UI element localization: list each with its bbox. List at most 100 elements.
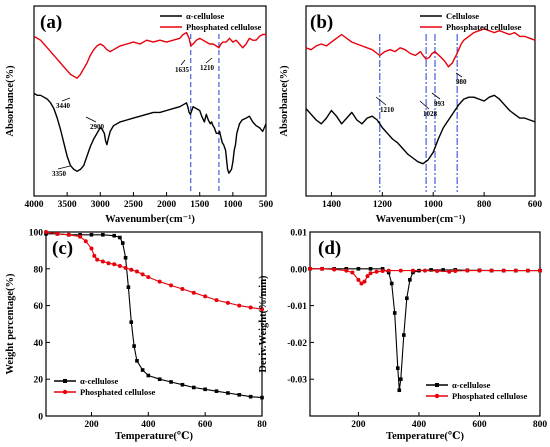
data-point <box>180 382 185 387</box>
data-point <box>117 264 122 269</box>
data-point <box>398 268 403 273</box>
y-tick-label: 0.00 <box>290 265 307 275</box>
x-tick-label: 800 <box>533 420 548 430</box>
x-tick-label: 200 <box>351 420 366 430</box>
data-point <box>320 266 325 271</box>
data-point <box>489 268 494 273</box>
data-point <box>92 253 97 258</box>
y-axis-label: Weight percentage(%) <box>5 273 16 374</box>
data-point <box>214 389 219 393</box>
data-point <box>169 283 174 288</box>
data-point <box>362 279 367 284</box>
data-point <box>453 269 458 274</box>
data-point <box>214 298 219 303</box>
legend-label: Phosphated cellulose <box>446 22 522 32</box>
data-point <box>203 294 208 299</box>
annotation-label: 2900 <box>90 123 105 131</box>
data-point <box>365 274 370 279</box>
series-line <box>33 31 266 79</box>
annotation-arrow <box>61 97 71 102</box>
data-point <box>477 268 482 273</box>
data-point <box>395 366 400 370</box>
x-tick-label: 4000 <box>25 200 44 210</box>
data-point <box>356 277 361 282</box>
legend-label: α-cellulose <box>186 11 224 21</box>
data-point <box>465 268 470 273</box>
data-point <box>441 268 445 272</box>
data-point <box>389 281 394 286</box>
data-point <box>101 232 105 237</box>
panel-label: (a) <box>40 12 62 33</box>
annotation-label: 1210 <box>200 64 215 72</box>
panel-label: (d) <box>318 238 341 259</box>
x-tick-label: 400 <box>141 420 156 430</box>
annotation-arrow <box>419 100 430 110</box>
legend-label: Phosphated cellulose <box>80 387 156 397</box>
annotation-label: 980 <box>456 78 467 86</box>
data-point <box>129 320 134 324</box>
data-point <box>132 344 136 348</box>
data-point <box>308 266 312 271</box>
y-tick-label: -0.03 <box>287 376 307 386</box>
data-point <box>146 373 151 378</box>
chart-panel-4: 200 400 600 800 0.01 0.00 -0.01 -0.02 -0.03 Tempe… <box>258 229 547 443</box>
data-point <box>169 380 173 384</box>
annotation-arrow <box>180 59 186 66</box>
x-tick-label: 2000 <box>157 200 176 210</box>
legend-label: α-cellulose <box>452 380 490 390</box>
y-axis-label: Deriv.Weight(%/min) <box>258 275 269 373</box>
data-point <box>260 307 264 312</box>
data-point <box>191 290 196 295</box>
x-tick-label: 600 <box>198 420 213 430</box>
data-point <box>126 285 131 289</box>
series-line <box>46 233 263 399</box>
plot-frame <box>309 231 541 417</box>
data-point <box>118 235 122 240</box>
annotation-label: 1635 <box>175 66 190 74</box>
legend-label: Phosphated cellulose <box>186 22 262 32</box>
legend-marker <box>434 393 440 399</box>
annotation-label: 3440 <box>56 102 71 110</box>
data-point <box>405 296 409 301</box>
data-point <box>501 268 506 273</box>
data-point <box>248 394 253 399</box>
data-point <box>203 387 207 392</box>
x-axis-label: Wavenumber(cm⁻¹) <box>105 214 195 225</box>
data-point <box>135 359 139 363</box>
data-point <box>180 287 185 292</box>
data-point <box>95 257 100 262</box>
data-point <box>332 267 337 272</box>
data-point <box>359 281 364 286</box>
annotation-label: 3350 <box>52 170 67 178</box>
x-tick-label: 1500 <box>190 200 209 210</box>
y-tick-label: 60 <box>34 302 44 312</box>
x-tick-label: 3500 <box>58 200 77 210</box>
data-point <box>513 268 518 273</box>
y-axis-label: Absorbance(%) <box>5 65 16 137</box>
data-point <box>112 262 117 267</box>
x-tick-label: 200 <box>84 420 99 430</box>
y-axis-label: Absorbance(%) <box>279 65 290 137</box>
y-tick-label: 40 <box>34 339 44 349</box>
y-tick-label: 80 <box>34 265 44 275</box>
data-point <box>237 303 242 308</box>
data-point <box>380 267 385 271</box>
data-point <box>78 234 83 239</box>
annotation-label: 1028 <box>423 110 438 118</box>
data-point <box>146 275 151 280</box>
annotation-label: 993 <box>434 100 445 108</box>
data-point <box>408 278 412 282</box>
x-axis-label: Wavenumber(cm⁻¹) <box>376 214 466 225</box>
data-point <box>226 391 230 395</box>
data-point <box>402 333 406 337</box>
chart-panel-2: 1400 1200 1000 800 600 Wavenumber(cm⁻¹) Absorb… <box>279 5 542 225</box>
data-point <box>106 261 111 266</box>
series-line <box>310 268 540 391</box>
x-axis-label: Temperature(℃) <box>115 431 193 442</box>
data-point <box>100 259 105 264</box>
data-point <box>435 269 440 274</box>
data-point <box>157 279 162 284</box>
data-point <box>140 368 145 372</box>
series-line <box>305 28 536 68</box>
x-tick-label: 80 <box>257 420 267 430</box>
